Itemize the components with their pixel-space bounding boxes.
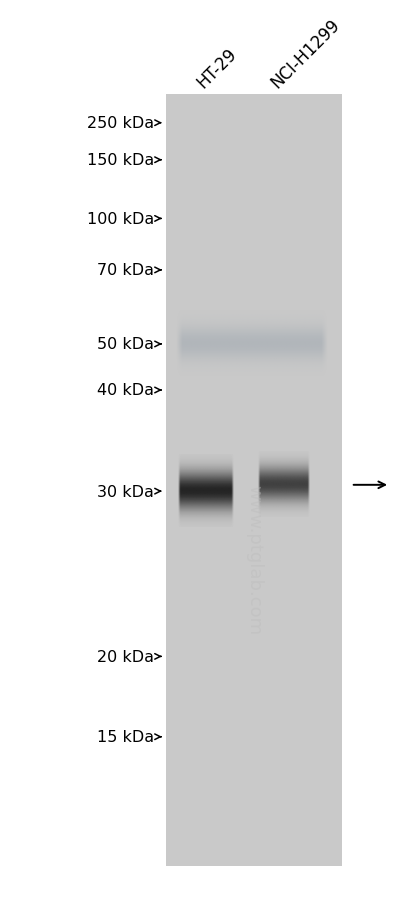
Bar — [166, 95, 342, 866]
Text: 40 kDa: 40 kDa — [97, 383, 154, 398]
Text: 20 kDa: 20 kDa — [97, 649, 154, 664]
Text: 30 kDa: 30 kDa — [97, 484, 154, 499]
Text: 15 kDa: 15 kDa — [97, 730, 154, 744]
Text: www.ptglab.com: www.ptglab.com — [245, 484, 263, 634]
Text: 250 kDa: 250 kDa — [87, 116, 154, 131]
Text: 100 kDa: 100 kDa — [87, 212, 154, 226]
Text: 150 kDa: 150 kDa — [87, 153, 154, 168]
Text: HT-29: HT-29 — [193, 45, 240, 92]
Text: 70 kDa: 70 kDa — [97, 263, 154, 278]
Text: 50 kDa: 50 kDa — [97, 337, 154, 352]
Text: NCI-H1299: NCI-H1299 — [267, 16, 343, 92]
